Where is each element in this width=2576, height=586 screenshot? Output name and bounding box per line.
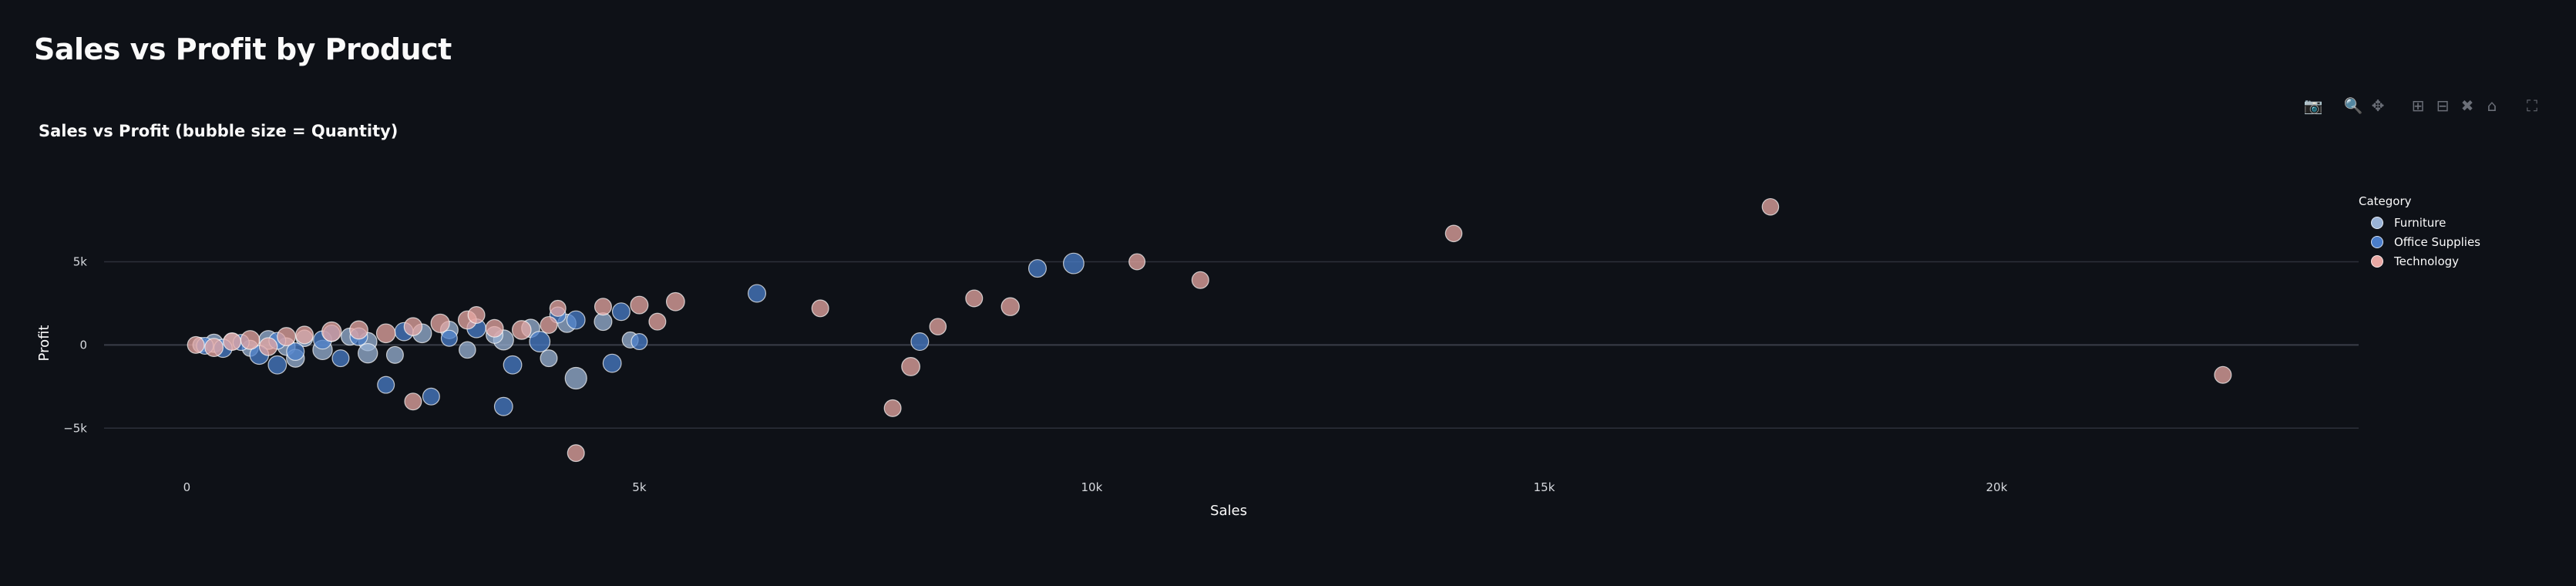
bubble-technology[interactable] [1191,271,1209,289]
bubble-technology[interactable] [901,357,920,376]
y-tick-labels: −5k 0 5k [63,254,87,435]
bubble-office-supplies[interactable] [910,332,930,352]
bubble-technology[interactable] [648,312,667,331]
x-tick-label: 0 [183,480,191,494]
bubble-technology[interactable] [321,321,342,342]
legend-label: Furniture [2394,215,2447,230]
bubble-technology[interactable] [467,306,486,325]
legend-item-office-supplies[interactable]: Office Supplies [2359,232,2480,251]
bubble-office-supplies[interactable] [503,355,523,375]
bubble-technology[interactable] [2214,365,2232,384]
bubble-layer [187,197,2232,463]
bubble-technology[interactable] [549,299,567,317]
bubble-technology[interactable] [1761,197,1780,216]
page-title: Sales vs Profit by Product [34,32,452,66]
grid-lines [104,261,2359,429]
bubble-technology[interactable] [223,332,242,352]
bubble-office-supplies[interactable] [1063,252,1085,274]
bubble-technology[interactable] [403,317,423,336]
bubble-technology[interactable] [485,318,504,338]
bubble-technology[interactable] [883,399,902,417]
bubble-furniture[interactable] [459,341,476,359]
bubble-office-supplies[interactable] [748,284,767,303]
y-axis-title: Profit [36,325,52,362]
bubble-technology[interactable] [187,335,205,354]
y-tick-label: 5k [73,254,88,268]
bubble-technology[interactable] [430,313,450,333]
bubble-office-supplies[interactable] [631,333,648,351]
bubble-technology[interactable] [204,338,224,358]
bubble-office-supplies[interactable] [286,342,305,362]
bubble-technology[interactable] [929,318,947,335]
camera-icon[interactable]: 📷 [2303,96,2323,115]
zoom-out-icon[interactable]: ⊟ [2436,96,2450,115]
bubble-office-supplies[interactable] [267,355,288,375]
bubble-office-supplies[interactable] [331,349,350,368]
bubble-office-supplies[interactable] [529,331,551,352]
legend-title: Category [2359,194,2412,208]
bubble-technology[interactable] [375,323,396,344]
bubble-technology[interactable] [1444,224,1463,243]
bubble-furniture[interactable] [564,366,587,390]
legend-label: Technology [2394,254,2460,268]
bubble-office-supplies[interactable] [440,329,458,347]
bubble-technology[interactable] [540,315,558,334]
zoom-icon[interactable]: 🔍 [2343,96,2363,115]
chart-title: Sales vs Profit (bubble size = Quantity) [39,122,399,140]
bubble-technology[interactable] [258,337,278,356]
zoom-in-icon[interactable]: ⊞ [2411,96,2425,115]
bubble-furniture[interactable] [385,345,404,364]
bubble-technology[interactable] [811,299,829,318]
bubble-technology[interactable] [630,295,649,315]
reset-axes-icon[interactable]: ⌂ [2487,96,2497,115]
x-tick-label: 10k [1081,480,1103,494]
pan-icon[interactable]: ✥ [2371,96,2385,115]
bubble-office-supplies[interactable] [422,387,440,406]
x-tick-label: 5k [632,480,647,494]
bubble-technology[interactable] [349,320,368,340]
autoscale-icon[interactable]: ✖ [2460,96,2474,115]
x-axis-title: Sales [1210,503,1247,519]
bubble-technology[interactable] [594,298,612,316]
chart-modebar: 📷 🔍 ✥ ⊞ ⊟ ✖ ⌂ ⛶ [2303,96,2542,116]
legend-item-furniture[interactable]: Furniture [2359,213,2480,232]
bubble-office-supplies[interactable] [602,353,622,373]
x-tick-labels: 0 5k 10k 15k 20k [183,480,2008,494]
bubble-technology[interactable] [665,291,685,312]
legend-marker-furniture [2371,216,2383,229]
legend-marker-technology [2371,254,2383,268]
bubble-office-supplies[interactable] [493,396,513,416]
bubble-technology[interactable] [567,444,585,463]
bubble-technology[interactable] [295,325,314,345]
legend-item-technology[interactable]: Technology [2359,251,2480,271]
bubble-technology[interactable] [511,320,532,340]
bubble-technology[interactable] [240,330,261,350]
y-tick-label: −5k [63,421,87,435]
bubble-furniture[interactable] [540,349,558,368]
bubble-technology[interactable] [404,392,422,411]
x-tick-label: 20k [1986,480,2008,494]
bubble-technology[interactable] [277,327,296,346]
legend-marker-office-supplies [2371,235,2383,248]
fullscreen-icon[interactable]: ⛶ [2527,96,2537,115]
bubble-technology[interactable] [1128,253,1146,271]
y-tick-label: 0 [79,338,87,352]
legend: Category Furniture Office Supplies Techn… [2359,194,2480,271]
legend-label: Office Supplies [2394,234,2481,249]
x-tick-label: 15k [1534,480,1555,494]
bubble-office-supplies[interactable] [377,376,395,394]
bubble-office-supplies[interactable] [611,302,631,322]
bubble-office-supplies[interactable] [1027,259,1047,278]
bubble-office-supplies[interactable] [566,310,586,330]
bubble-technology[interactable] [1000,297,1020,316]
bubble-furniture[interactable] [358,342,378,364]
bubble-technology[interactable] [965,289,984,308]
